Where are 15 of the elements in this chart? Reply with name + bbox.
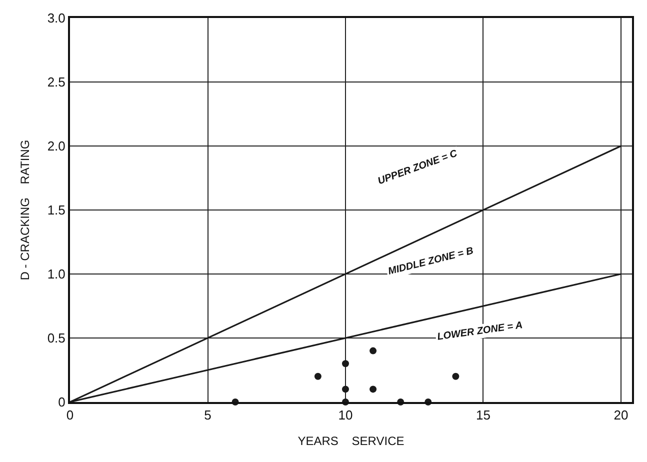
y-axis-title: D - CRACKING RATING xyxy=(18,140,32,280)
y-tick-label: 3.0 xyxy=(47,10,66,26)
y-tick-label: 1.5 xyxy=(47,202,66,218)
x-tick-label: 20 xyxy=(614,408,628,423)
x-tick-label: 5 xyxy=(204,408,212,423)
x-tick-label: 10 xyxy=(338,408,353,423)
annotation: LOWER ZONE = A xyxy=(436,320,524,343)
x-axis-title: YEARS SERVICE xyxy=(298,434,404,448)
y-tick-label: 0.5 xyxy=(47,330,66,346)
annotation: MIDDLE ZONE = B xyxy=(387,246,475,278)
x-tick-label: 15 xyxy=(476,408,490,423)
y-tick-label: 2.0 xyxy=(47,138,66,154)
y-tick-label: 2.5 xyxy=(47,74,66,90)
y-tick-label: 1.0 xyxy=(47,266,66,282)
y-tick-label: 0 xyxy=(58,394,66,410)
